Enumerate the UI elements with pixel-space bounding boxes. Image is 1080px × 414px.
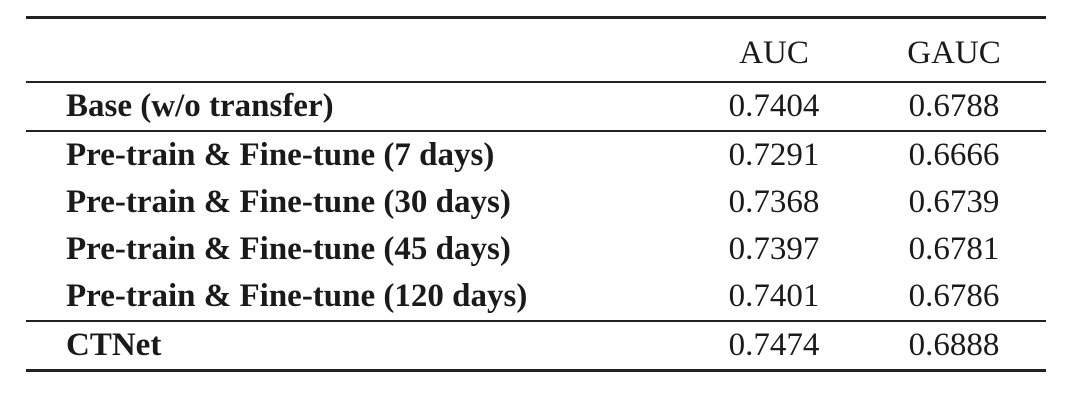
auc-cell: 0.7401 [728, 278, 820, 314]
method-cell: Pre-train & Fine-tune (120 days) [66, 278, 528, 314]
table-row: Pre-train & Fine-tune (120 days) 0.7401 … [26, 273, 1046, 321]
auc-cell: 0.7404 [728, 88, 820, 124]
results-table: AUC GAUC Base (w/o transfer) 0.7404 0.67… [26, 16, 1046, 372]
gauc-cell: 0.6788 [908, 88, 1000, 124]
table-row: Pre-train & Fine-tune (45 days) 0.7397 0… [26, 226, 1046, 273]
header-row: AUC GAUC [26, 17, 1046, 83]
method-cell: Pre-train & Fine-tune (30 days) [66, 184, 511, 220]
table-row: Pre-train & Fine-tune (30 days) 0.7368 0… [26, 179, 1046, 226]
method-cell: Pre-train & Fine-tune (45 days) [66, 231, 511, 267]
gauc-cell: 0.6888 [908, 327, 1000, 363]
header-gauc: GAUC [907, 35, 1001, 71]
gauc-cell: 0.6786 [908, 278, 1000, 314]
auc-cell: 0.7474 [728, 327, 820, 363]
auc-cell: 0.7397 [728, 231, 820, 267]
header-auc: AUC [739, 35, 809, 71]
method-cell: CTNet [66, 327, 162, 363]
table-row: Pre-train & Fine-tune (7 days) 0.7291 0.… [26, 131, 1046, 179]
table-row: CTNet 0.7474 0.6888 [26, 321, 1046, 371]
gauc-cell: 0.6781 [908, 231, 1000, 267]
auc-cell: 0.7291 [728, 137, 820, 173]
header-method [26, 18, 686, 83]
method-cell: Pre-train & Fine-tune (7 days) [66, 137, 495, 173]
table-row: Base (w/o transfer) 0.7404 0.6788 [26, 82, 1046, 131]
gauc-cell: 0.6666 [908, 137, 1000, 173]
auc-cell: 0.7368 [728, 184, 820, 220]
gauc-cell: 0.6739 [908, 184, 1000, 220]
results-table-container: AUC GAUC Base (w/o transfer) 0.7404 0.67… [26, 16, 1046, 372]
method-cell: Base (w/o transfer) [66, 88, 334, 124]
